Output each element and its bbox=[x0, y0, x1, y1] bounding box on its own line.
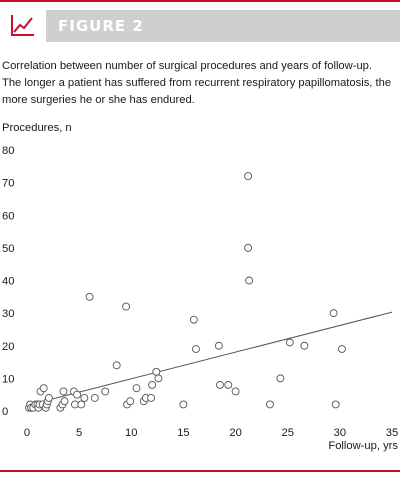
y-tick-label: 20 bbox=[2, 341, 14, 353]
data-point bbox=[285, 338, 294, 347]
data-point bbox=[147, 394, 156, 402]
x-tick-label: 10 bbox=[125, 427, 137, 439]
x-tick-label: 0 bbox=[24, 427, 30, 439]
data-point bbox=[148, 380, 157, 389]
data-point bbox=[80, 394, 89, 402]
data-point bbox=[214, 341, 223, 350]
scatter-chart: 0 10 20 30 40 50 60 70 80 0 5 10 15 20 25 30 35 bbox=[2, 145, 398, 439]
data-point bbox=[85, 292, 94, 301]
data-point bbox=[244, 172, 253, 181]
figure-logo bbox=[0, 10, 46, 42]
data-point bbox=[244, 243, 253, 252]
figure-header: FIGURE 2 bbox=[0, 10, 400, 42]
data-point bbox=[231, 387, 240, 396]
data-point bbox=[90, 394, 99, 402]
data-point bbox=[329, 309, 338, 318]
y-tick-label: 70 bbox=[2, 178, 14, 190]
data-point bbox=[132, 384, 141, 393]
data-point bbox=[179, 400, 188, 409]
data-point bbox=[101, 387, 110, 396]
figure-caption: Correlation between number of surgical p… bbox=[2, 60, 392, 106]
data-point bbox=[245, 276, 254, 285]
data-point bbox=[266, 400, 274, 409]
x-tick-label: 35 bbox=[386, 427, 398, 439]
y-tick-label: 30 bbox=[2, 308, 14, 320]
data-point bbox=[331, 400, 340, 409]
x-axis-title: Follow-up, yrs bbox=[328, 440, 398, 452]
y-tick-label: 80 bbox=[2, 145, 14, 157]
data-point bbox=[59, 387, 68, 396]
data-point bbox=[73, 390, 82, 399]
data-point bbox=[215, 380, 224, 389]
top-accent-rule bbox=[0, 0, 400, 2]
data-point bbox=[152, 367, 161, 376]
data-point bbox=[122, 302, 131, 311]
x-tick-label: 20 bbox=[229, 427, 241, 439]
line-chart-icon bbox=[11, 15, 34, 36]
data-point bbox=[126, 397, 135, 406]
data-point bbox=[337, 345, 346, 353]
y-tick-label: 0 bbox=[2, 406, 8, 418]
y-tick-label: 50 bbox=[2, 243, 14, 255]
y-tick-label: 60 bbox=[2, 210, 14, 222]
figure-title: FIGURE 2 bbox=[58, 17, 144, 35]
trend-line bbox=[26, 311, 393, 406]
data-point bbox=[60, 397, 69, 406]
data-point bbox=[77, 400, 86, 409]
y-tick-label: 40 bbox=[2, 276, 14, 288]
bottom-accent-rule bbox=[0, 470, 400, 472]
data-point bbox=[191, 345, 200, 353]
x-tick-label: 30 bbox=[334, 427, 346, 439]
data-point bbox=[154, 374, 163, 383]
x-tick-label: 5 bbox=[76, 427, 82, 439]
data-point bbox=[39, 384, 48, 393]
y-axis-title: Procedures, n bbox=[2, 122, 72, 134]
data-point bbox=[44, 394, 53, 402]
data-point bbox=[224, 380, 233, 389]
data-point bbox=[276, 374, 285, 383]
data-point bbox=[189, 315, 198, 324]
data-point bbox=[300, 341, 309, 350]
x-tick-label: 15 bbox=[177, 427, 189, 439]
y-tick-label: 10 bbox=[2, 373, 14, 385]
x-tick-label: 25 bbox=[281, 427, 293, 439]
data-point bbox=[112, 361, 121, 370]
